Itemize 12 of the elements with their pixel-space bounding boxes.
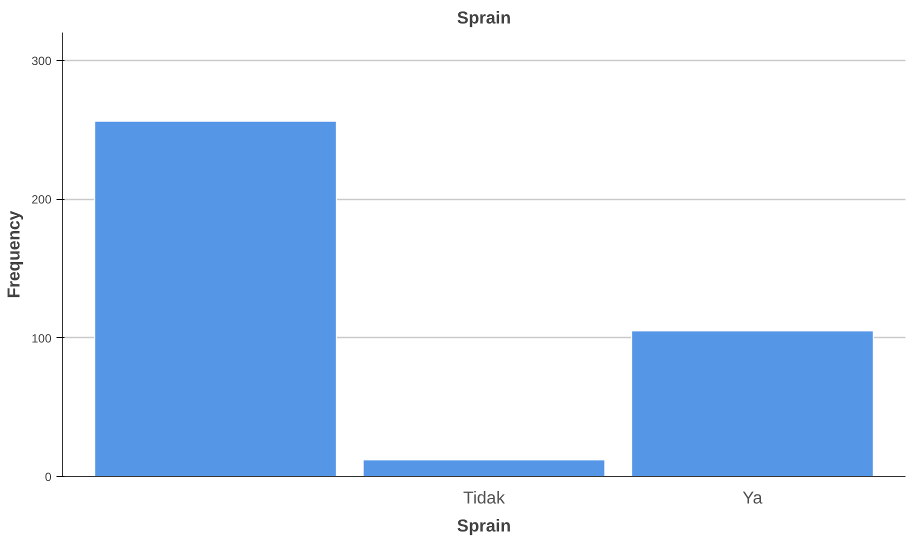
bar xyxy=(362,459,606,476)
x-tick-label: Tidak xyxy=(463,488,506,508)
x-tick-label: Ya xyxy=(742,488,763,508)
chart-title: Sprain xyxy=(457,8,511,28)
bar xyxy=(94,120,337,476)
y-tick-label: 200 xyxy=(31,192,52,206)
x-axis-title: Sprain xyxy=(457,516,511,536)
y-axis-title: Frequency xyxy=(3,210,24,298)
y-tick-label: 0 xyxy=(44,470,52,484)
y-tick-label: 100 xyxy=(31,331,52,346)
bar xyxy=(631,330,874,476)
y-tick-label: 300 xyxy=(31,54,52,68)
